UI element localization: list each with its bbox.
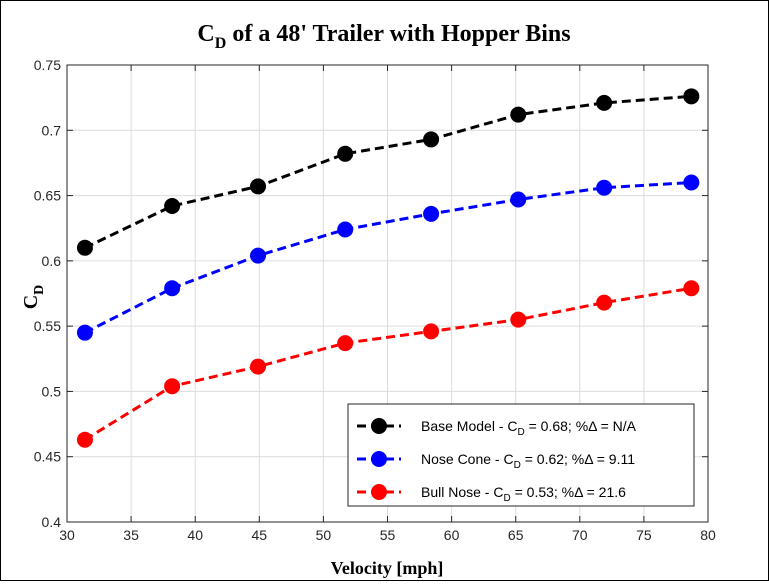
data-point-bull-nose bbox=[164, 378, 181, 395]
data-point-base-model bbox=[423, 131, 440, 148]
data-point-bull-nose bbox=[337, 335, 354, 352]
x-tick-label: 30 bbox=[59, 527, 75, 543]
y-tick-label: 0.65 bbox=[34, 188, 61, 204]
y-tick-label: 0.75 bbox=[34, 57, 61, 73]
x-tick-label: 45 bbox=[252, 527, 268, 543]
data-point-nose-cone bbox=[337, 221, 354, 238]
y-tick-label: 0.55 bbox=[34, 318, 61, 334]
data-point-nose-cone bbox=[596, 179, 613, 196]
chart-title-rest: of a 48' Trailer with Hopper Bins bbox=[226, 21, 570, 47]
data-point-nose-cone bbox=[164, 280, 181, 297]
chart-title-main: C bbox=[197, 21, 214, 47]
data-point-bull-nose bbox=[76, 431, 93, 448]
legend-marker-base-model bbox=[371, 418, 387, 434]
data-point-base-model bbox=[250, 178, 267, 195]
x-tick-label: 40 bbox=[187, 527, 203, 543]
data-point-base-model bbox=[76, 239, 93, 256]
data-point-base-model bbox=[337, 145, 354, 162]
data-point-nose-cone bbox=[683, 174, 700, 191]
x-axis-ticks: 30 35 40 45 50 55 60 65 70 75 80 bbox=[59, 65, 716, 543]
x-tick-label: 60 bbox=[444, 527, 460, 543]
legend-label-base-model: Base Model - CD = 0.68; %Δ = N/A bbox=[421, 418, 637, 438]
data-point-base-model bbox=[164, 198, 181, 215]
y-axis-label-main: C bbox=[20, 295, 42, 309]
x-tick-label: 75 bbox=[636, 527, 652, 543]
data-point-bull-nose bbox=[596, 294, 613, 311]
y-axis-label-sub: D bbox=[32, 285, 47, 295]
legend-marker-bull-nose bbox=[371, 484, 387, 500]
chart-title: CD of a 48' Trailer with Hopper Bins bbox=[197, 21, 570, 52]
y-tick-label: 0.6 bbox=[42, 253, 62, 269]
y-axis-ticks: 0.4 0.45 0.5 0.55 0.6 0.65 0.7 0.75 bbox=[34, 57, 708, 530]
data-point-bull-nose bbox=[510, 311, 527, 328]
legend-label-bull-nose: Bull Nose - CD = 0.53; %Δ = 21.6 bbox=[421, 484, 626, 504]
series-line-bull-nose bbox=[84, 286, 692, 441]
y-tick-label: 0.45 bbox=[34, 449, 61, 465]
data-point-nose-cone bbox=[250, 247, 267, 264]
data-point-bull-nose bbox=[250, 358, 267, 375]
legend: Base Model - CD = 0.68; %Δ = N/A Nose Con… bbox=[347, 403, 695, 507]
y-axis-label: CD bbox=[20, 285, 47, 310]
data-point-base-model bbox=[596, 94, 613, 111]
data-point-nose-cone bbox=[510, 191, 527, 208]
legend-box bbox=[347, 403, 695, 507]
x-tick-label: 70 bbox=[572, 527, 588, 543]
x-tick-label: 65 bbox=[508, 527, 524, 543]
x-tick-label: 55 bbox=[380, 527, 396, 543]
series-line-nose-cone bbox=[84, 181, 692, 335]
data-point-bull-nose bbox=[683, 280, 700, 297]
data-point-base-model bbox=[510, 106, 527, 123]
y-tick-label: 0.5 bbox=[42, 383, 62, 399]
legend-marker-nose-cone bbox=[371, 451, 387, 467]
x-tick-label: 80 bbox=[700, 527, 716, 543]
y-tick-label: 0.7 bbox=[42, 122, 62, 138]
data-point-bull-nose bbox=[423, 323, 440, 340]
chart-title-sub: D bbox=[215, 35, 227, 52]
data-point-nose-cone bbox=[423, 205, 440, 222]
x-axis-label: Velocity [mph] bbox=[331, 558, 444, 578]
x-tick-label: 50 bbox=[316, 527, 332, 543]
data-point-base-model bbox=[683, 88, 700, 105]
legend-label-nose-cone: Nose Cone - CD = 0.62; %Δ = 9.11 bbox=[421, 451, 635, 471]
x-tick-label: 35 bbox=[123, 527, 139, 543]
y-tick-label: 0.4 bbox=[42, 514, 62, 530]
series-group bbox=[76, 88, 700, 448]
data-point-nose-cone bbox=[76, 324, 93, 341]
